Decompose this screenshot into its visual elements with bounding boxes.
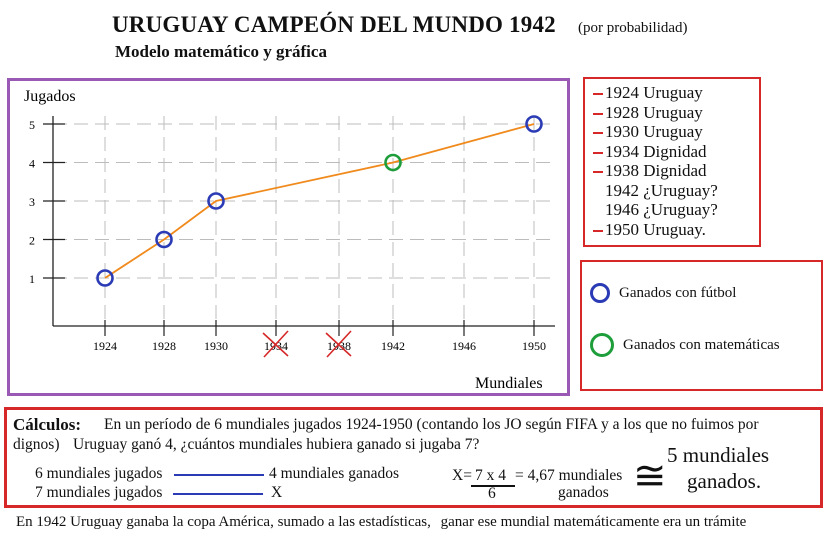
history-item: 1950 Uruguay.	[593, 220, 759, 240]
history-item-label: 1942 ¿Uruguay?	[605, 180, 718, 200]
proportion-arrow-2	[173, 493, 263, 495]
history-item: 1938 Dignidad	[593, 161, 759, 181]
red-dash-icon	[593, 229, 603, 232]
proportion-left-1: 6 mundiales jugados	[35, 465, 163, 482]
y-tick-label: 4	[29, 157, 35, 171]
page-subtitle: Modelo matemático y gráfica	[115, 42, 327, 61]
calc-line-2a: dignos)	[13, 436, 60, 453]
y-tick-label: 5	[29, 118, 35, 132]
calc-line-1: En un período de 6 mundiales jugados 192…	[104, 416, 759, 433]
chart-frame	[7, 78, 570, 396]
history-item-label: 1950 Uruguay.	[605, 219, 706, 239]
x-tick-label: 1950	[522, 339, 546, 353]
y-axis-label: Jugados	[24, 88, 76, 105]
legend: Ganados con fútbol Ganados con matemátic…	[580, 260, 823, 391]
y-tick-label: 2	[29, 234, 35, 248]
data-points	[96, 115, 543, 287]
history-item-label: 1934 Dignidad	[605, 141, 707, 161]
data-point-futbol	[96, 269, 114, 287]
x-tick-label: 1946	[452, 339, 476, 353]
x-tick-label: 1930	[204, 339, 228, 353]
green-circle-icon	[590, 333, 614, 357]
history-item: 1946 ¿Uruguay?	[593, 200, 759, 220]
red-dash-icon	[593, 171, 603, 174]
history-item-label: 1938 Dignidad	[605, 161, 707, 180]
history-item-label: 1928 Uruguay	[605, 102, 703, 122]
history-list: 1924 Uruguay 1928 Uruguay 1930 Uruguay 1934…	[583, 77, 761, 247]
title-note: (por probabilidad)	[578, 20, 688, 36]
cross-out-mark	[326, 330, 352, 358]
data-point-futbol	[525, 115, 543, 133]
history-item-label: 1924 Uruguay	[605, 83, 703, 102]
x-tick-label: 1928	[152, 339, 176, 353]
result-line-2: ganados.	[687, 469, 762, 493]
result-line-1: 5 mundiales	[667, 443, 770, 467]
legend-item-futbol: Ganados con fútbol	[590, 283, 736, 303]
history-item-label: 1946 ¿Uruguay?	[605, 200, 718, 219]
equation-result: = 4,67 mundiales	[515, 467, 623, 484]
y-tick-label: 1	[29, 272, 35, 286]
history-item: 1934 Dignidad	[593, 142, 759, 162]
footer-part-1: En 1942 Uruguay ganaba la copa América, …	[16, 514, 431, 530]
history-item: 1942 ¿Uruguay?	[593, 181, 759, 201]
calc-heading: Cálculos:	[13, 415, 81, 434]
history-item-label: 1930 Uruguay	[605, 122, 703, 141]
cross-out-mark	[263, 330, 289, 358]
footer-note: En 1942 Uruguay ganaba la copa América, …	[16, 514, 746, 531]
legend-label-matematicas: Ganados con matemáticas	[623, 336, 780, 353]
red-dash-icon	[593, 132, 603, 135]
legend-item-matematicas: Ganados con matemáticas	[590, 333, 780, 357]
proportion-arrow-1	[174, 474, 264, 476]
y-ticks: 1 2 3 4 5	[29, 118, 65, 286]
red-dash-icon	[593, 112, 603, 115]
equation-numerator: 7 x 4	[475, 467, 506, 484]
calculation-box: Cálculos: En un período de 6 mundiales j…	[4, 407, 823, 508]
data-point-futbol	[155, 230, 173, 249]
red-dash-icon	[593, 151, 603, 154]
history-item: 1928 Uruguay	[593, 103, 759, 123]
blue-circle-icon	[590, 283, 610, 303]
chart-grid	[53, 116, 555, 326]
history-item: 1930 Uruguay	[593, 122, 759, 142]
proportion-right-2: X	[271, 484, 283, 501]
x-tick-label: 1924	[93, 339, 117, 353]
data-point-matematicas	[384, 153, 402, 172]
equation-denominator: 6	[488, 485, 496, 502]
proportion-left-2: 7 mundiales jugados	[35, 484, 163, 501]
footer-part-2: ganar ese mundial matemáticamente era un…	[440, 514, 747, 530]
series-line	[104, 123, 535, 279]
approx-equal-icon: ≅	[633, 453, 667, 498]
y-tick-label: 3	[29, 195, 35, 209]
equation-unit: ganados	[558, 484, 609, 501]
legend-label-futbol: Ganados con fútbol	[619, 284, 737, 301]
calc-line-2b: Uruguay ganó 4, ¿cuántos mundiales hubie…	[73, 436, 480, 453]
x-ticks: 19241928193019341938194219461950	[93, 320, 546, 358]
proportion-right-1: 4 mundiales ganados	[269, 465, 400, 482]
page-title: URUGUAY CAMPEÓN DEL MUNDO 1942	[112, 12, 556, 37]
red-dash-icon	[593, 93, 603, 96]
data-point-futbol	[207, 192, 225, 210]
x-tick-label: 1942	[381, 339, 405, 353]
fraction-bar	[471, 485, 515, 487]
history-item: 1924 Uruguay	[593, 83, 759, 103]
equation-prefix: X=	[452, 467, 472, 484]
x-axis-label: Mundiales	[475, 375, 543, 392]
